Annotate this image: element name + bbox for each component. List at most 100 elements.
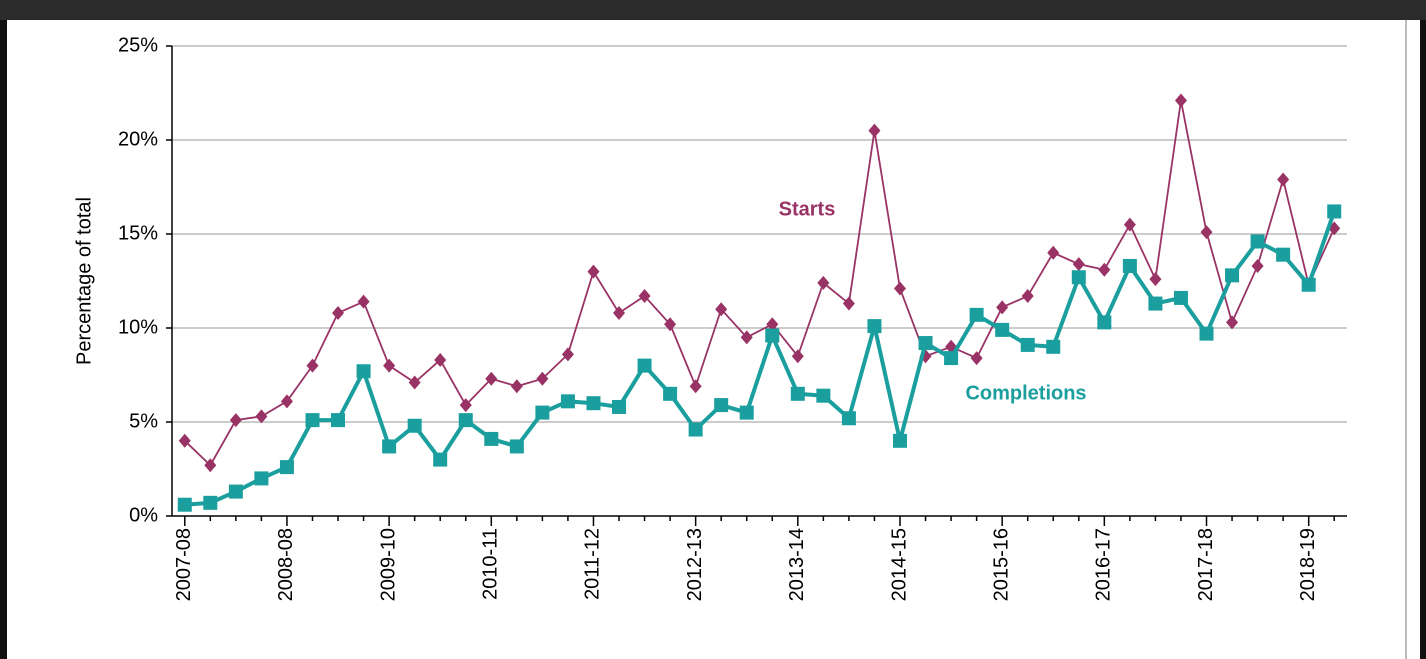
marker	[1250, 234, 1265, 249]
marker	[664, 317, 677, 332]
marker	[1098, 262, 1111, 277]
marker	[510, 379, 523, 394]
marker	[434, 352, 447, 367]
marker	[1047, 245, 1060, 260]
marker	[995, 322, 1010, 337]
marker	[382, 439, 397, 454]
x-tick-label: 2016-17	[1093, 528, 1115, 601]
marker	[178, 433, 191, 448]
marker	[1225, 268, 1240, 283]
marker	[1199, 326, 1214, 341]
marker	[867, 319, 882, 334]
series-line	[184, 210, 1337, 507]
marker	[688, 422, 703, 437]
marker	[1277, 172, 1290, 187]
marker	[893, 281, 906, 296]
marker	[484, 431, 499, 446]
marker	[408, 375, 421, 390]
marker	[1123, 217, 1136, 232]
marker	[969, 307, 984, 322]
marker	[228, 484, 243, 499]
marker	[1122, 258, 1137, 273]
marker	[714, 398, 729, 413]
marker	[561, 347, 574, 362]
marker	[357, 294, 370, 309]
marker	[332, 305, 345, 320]
marker	[612, 399, 627, 414]
marker	[1020, 337, 1035, 352]
marker	[638, 289, 651, 304]
marker	[536, 371, 549, 386]
marker	[254, 471, 269, 486]
marker	[842, 296, 855, 311]
marker	[791, 349, 804, 364]
marker	[1174, 93, 1187, 108]
marker	[587, 264, 600, 279]
x-tick-label: 2010-11	[480, 528, 502, 600]
x-tick-label: 2013-14	[786, 528, 808, 601]
x-tick-label: 2017-18	[1195, 528, 1217, 601]
series-label: Starts	[779, 198, 836, 220]
marker	[892, 433, 907, 448]
marker	[1173, 290, 1188, 305]
marker	[740, 330, 753, 345]
x-tick-label: 2014-15	[888, 528, 910, 601]
marker	[203, 495, 218, 510]
marker	[663, 386, 678, 401]
marker	[715, 302, 728, 317]
series-label: Completions	[965, 382, 1086, 404]
y-tick-label: 25%	[118, 34, 158, 56]
marker	[1072, 257, 1085, 272]
marker	[1200, 225, 1213, 240]
x-tick-label: 2008-08	[275, 528, 297, 601]
marker	[279, 460, 294, 475]
marker	[1327, 204, 1342, 219]
marker	[817, 275, 830, 290]
left-border	[0, 20, 7, 659]
marker	[560, 394, 575, 409]
marker	[331, 413, 346, 428]
marker	[459, 398, 472, 413]
marker	[1071, 270, 1086, 285]
marker	[868, 123, 881, 138]
y-tick-label: 20%	[118, 128, 158, 150]
y-tick-label: 5%	[129, 410, 158, 432]
marker	[765, 328, 780, 343]
x-tick-label: 2007-08	[173, 528, 195, 601]
marker	[613, 305, 626, 320]
y-tick-label: 10%	[118, 316, 158, 338]
marker	[1097, 315, 1112, 330]
marker	[204, 458, 217, 473]
marker	[509, 439, 524, 454]
marker	[280, 394, 293, 409]
marker	[1021, 289, 1034, 304]
x-tick-label: 2012-13	[684, 528, 706, 601]
marker	[841, 411, 856, 426]
y-tick-label: 15%	[118, 222, 158, 244]
x-tick-label: 2015-16	[990, 528, 1012, 601]
right-border	[1420, 20, 1426, 659]
marker	[535, 405, 550, 420]
marker	[305, 413, 320, 428]
marker	[739, 405, 754, 420]
x-tick-label: 2009-10	[377, 528, 399, 601]
marker	[407, 418, 422, 433]
marker	[433, 452, 448, 467]
y-tick-label: 0%	[129, 504, 158, 526]
marker	[1301, 277, 1316, 292]
marker	[255, 409, 268, 424]
marker	[689, 379, 702, 394]
marker	[970, 351, 983, 366]
marker	[485, 371, 498, 386]
marker	[918, 336, 933, 351]
marker	[586, 396, 601, 411]
series-line	[184, 100, 1336, 467]
marker	[766, 317, 779, 332]
marker	[944, 351, 959, 366]
marker	[229, 413, 242, 428]
marker	[1276, 247, 1291, 262]
marker	[177, 497, 192, 512]
y-axis-label: Percentage of total	[73, 197, 95, 365]
